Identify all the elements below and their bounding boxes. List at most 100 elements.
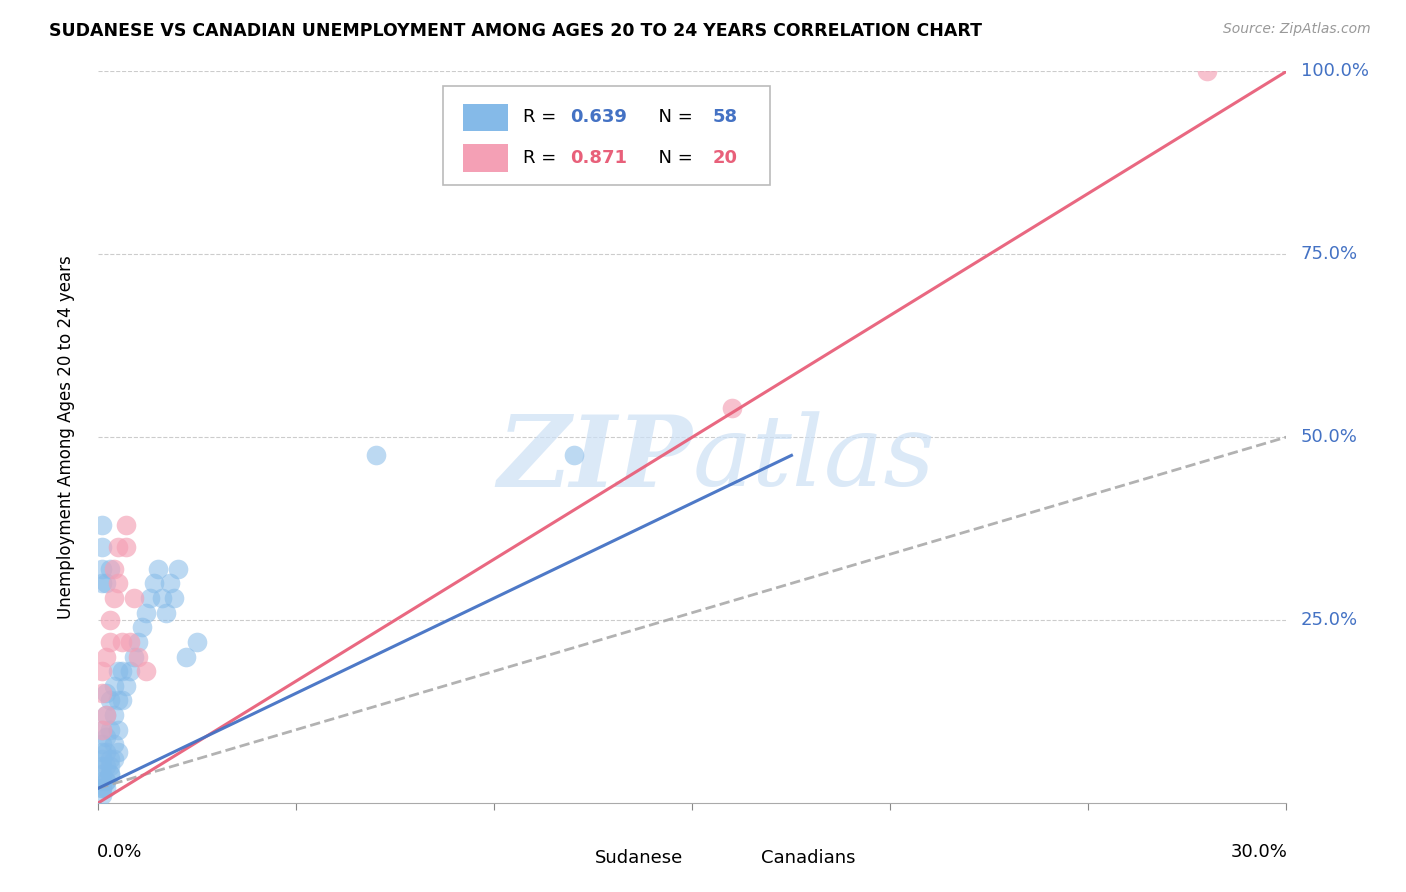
Point [91,781,114,796]
Point [107,693,129,707]
Point [96,686,118,700]
Point [120,664,142,678]
Point [159,576,181,591]
FancyBboxPatch shape [716,847,754,870]
Point [1197,64,1219,78]
Point [91,759,114,773]
Point [103,737,125,751]
Text: 50.0%: 50.0% [1301,428,1358,446]
Point [96,708,118,723]
Point [115,679,138,693]
Point [111,635,134,649]
Point [127,649,149,664]
Point [107,576,129,591]
Point [91,789,114,803]
Text: 75.0%: 75.0% [1301,245,1358,263]
Point [98,766,121,780]
Point [135,664,157,678]
Point [96,576,118,591]
Point [186,635,208,649]
Point [122,649,145,664]
Point [103,562,125,576]
Point [96,759,118,773]
Point [163,591,186,605]
Point [142,576,165,591]
Point [166,562,188,576]
Text: N =: N = [647,149,699,167]
Point [111,664,134,678]
Text: Sudanese: Sudanese [595,849,683,867]
Text: Canadians: Canadians [762,849,856,867]
Text: 0.0%: 0.0% [97,843,142,861]
Point [91,781,114,796]
Text: 30.0%: 30.0% [1230,843,1288,861]
Text: R =: R = [523,109,561,127]
Point [98,759,121,773]
Point [111,693,134,707]
Point [139,591,162,605]
Y-axis label: Unemployment Among Ages 20 to 24 years: Unemployment Among Ages 20 to 24 years [56,255,75,619]
Point [98,723,121,737]
Point [91,752,114,766]
Point [115,517,138,532]
Point [107,745,129,759]
Text: 0.639: 0.639 [569,109,627,127]
Point [103,679,125,693]
Point [91,723,114,737]
Point [91,745,114,759]
Point [91,766,114,780]
Point [96,773,118,788]
Point [721,401,744,415]
Point [91,737,114,751]
Point [91,664,114,678]
Point [103,752,125,766]
Point [127,635,149,649]
Point [96,708,118,723]
Text: SUDANESE VS CANADIAN UNEMPLOYMENT AMONG AGES 20 TO 24 YEARS CORRELATION CHART: SUDANESE VS CANADIAN UNEMPLOYMENT AMONG … [49,22,983,40]
Point [120,635,142,649]
Point [135,606,157,620]
Point [107,664,129,678]
Text: 0.871: 0.871 [569,149,627,167]
FancyBboxPatch shape [463,144,509,171]
Point [96,649,118,664]
Point [98,766,121,780]
Point [174,649,197,664]
Point [364,449,387,463]
Point [91,723,114,737]
FancyBboxPatch shape [463,103,509,131]
Point [96,745,118,759]
Point [96,730,118,744]
Point [103,591,125,605]
Point [98,635,121,649]
Point [98,562,121,576]
Point [91,576,114,591]
Point [122,591,145,605]
Point [131,620,153,634]
Point [155,606,177,620]
Point [91,517,114,532]
Point [562,449,585,463]
Point [150,591,173,605]
Text: R =: R = [523,149,561,167]
Point [91,686,114,700]
Point [91,773,114,788]
Point [146,562,169,576]
Text: ZIP: ZIP [498,411,692,508]
Point [107,540,129,554]
FancyBboxPatch shape [443,86,769,185]
Text: Source: ZipAtlas.com: Source: ZipAtlas.com [1223,22,1371,37]
Point [115,540,138,554]
FancyBboxPatch shape [550,847,588,870]
Point [98,613,121,627]
Text: 58: 58 [713,109,738,127]
Point [98,752,121,766]
Text: atlas: atlas [692,411,935,507]
Point [98,693,121,707]
Point [96,773,118,788]
Text: 20: 20 [713,149,738,167]
Point [96,781,118,796]
Text: N =: N = [647,109,699,127]
Point [103,708,125,723]
Text: 25.0%: 25.0% [1301,611,1358,629]
